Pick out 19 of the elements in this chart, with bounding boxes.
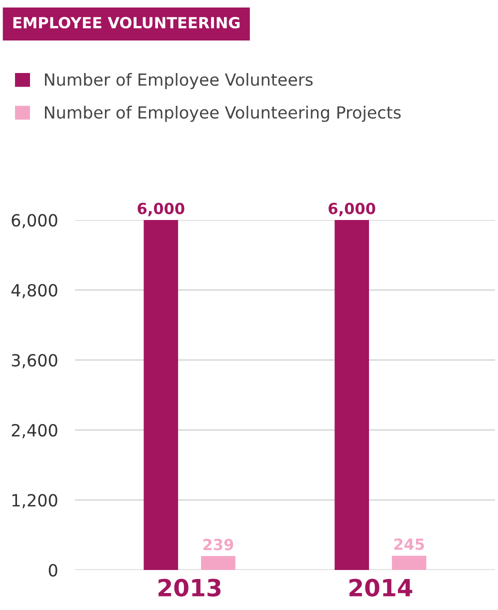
y-tick-label: 6,000 <box>12 214 58 228</box>
x-tick-label: 2013 <box>158 578 221 597</box>
data-label: 6,000 <box>138 202 184 216</box>
y-tick-label: 0 <box>48 564 58 577</box>
x-tick-label: 2014 <box>349 578 412 597</box>
bar <box>334 220 369 570</box>
data-label: 6,000 <box>328 202 376 216</box>
data-label: 239 <box>203 538 234 550</box>
legend-label: Number of Employee Volunteering Projects <box>44 106 401 122</box>
data-label: 245 <box>394 538 424 550</box>
y-tick-label: 2,400 <box>12 424 58 438</box>
y-tick-label: 4,800 <box>11 284 58 298</box>
chart-title: EMPLOYEE VOLUNTEERING <box>13 16 240 28</box>
y-tick-label: 1,200 <box>12 494 58 508</box>
y-tick-label: 3,600 <box>12 354 58 368</box>
bar <box>201 556 236 570</box>
bar <box>144 220 178 570</box>
legend-label: Number of Employee Volunteers <box>44 73 313 90</box>
bar <box>392 556 426 570</box>
